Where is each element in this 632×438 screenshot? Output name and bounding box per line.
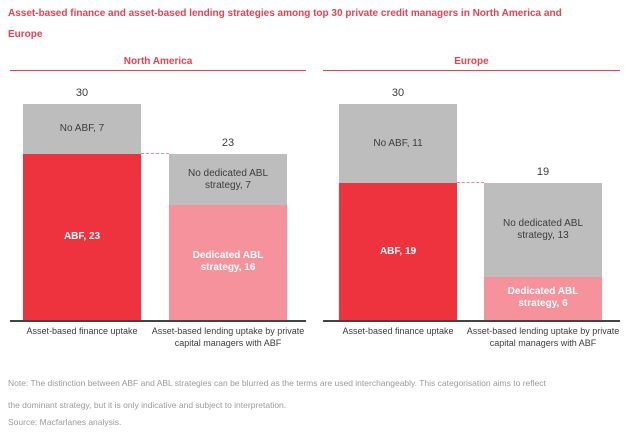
bar-total-label: 19 xyxy=(536,166,550,179)
axis-line xyxy=(10,320,306,322)
bar-total-label: 30 xyxy=(391,87,405,99)
connector-dashed-line xyxy=(141,153,169,155)
bar-segment-dedicated-abl-strategy: Dedicated ABL strategy, 16 xyxy=(169,204,287,320)
bar-segment-no-dedicated-abl-strategy: No dedicated ABL strategy, 13 xyxy=(484,183,602,277)
axis-line xyxy=(323,320,620,322)
bar-total-label: 30 xyxy=(75,87,89,99)
category-label: Asset-based lending uptake by private ca… xyxy=(466,326,620,348)
bar-total-label: 23 xyxy=(221,137,235,150)
region-underline xyxy=(10,69,306,71)
category-label: Asset-based finance uptake xyxy=(26,326,138,336)
bar-segment-no-dedicated-abl-strategy: No dedicated ABL strategy, 7 xyxy=(169,154,287,205)
bar-segment-dedicated-abl-strategy: Dedicated ABL strategy, 6 xyxy=(484,276,602,320)
chart-title: Asset-based finance and asset-based lend… xyxy=(8,8,562,40)
connector-dashed-line xyxy=(457,182,484,184)
category-label: Asset-based finance uptake xyxy=(342,326,454,336)
region-header: North America xyxy=(123,56,193,67)
region-underline xyxy=(323,69,620,71)
bar-segment-abf: ABF, 23 xyxy=(23,154,141,320)
category-label: Asset-based lending uptake by private ca… xyxy=(151,326,305,348)
chart-note-line-2: the dominant strategy, but it is only in… xyxy=(8,400,287,410)
bar-segment-no-abf: No ABF, 7 xyxy=(23,104,141,155)
chart-note-line-1: Note: The distinction between ABF and AB… xyxy=(8,378,546,388)
chart-source: Source: Macfarlanes analysis. xyxy=(8,417,122,427)
bar-segment-no-abf: No ABF, 11 xyxy=(339,104,457,184)
bar-segment-abf: ABF, 19 xyxy=(339,183,457,320)
region-header: Europe xyxy=(454,56,489,67)
